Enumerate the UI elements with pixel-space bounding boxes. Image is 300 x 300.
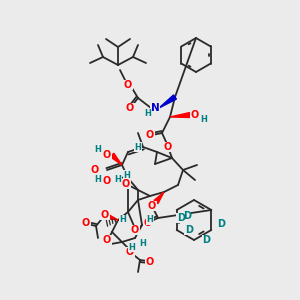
Text: H: H — [201, 116, 207, 124]
Text: O: O — [191, 110, 199, 120]
Polygon shape — [170, 112, 190, 118]
Text: H: H — [140, 238, 146, 247]
Text: O: O — [82, 218, 90, 228]
Text: D: D — [217, 219, 225, 229]
Text: O: O — [144, 218, 152, 228]
Text: O: O — [131, 225, 139, 235]
Text: O: O — [122, 179, 130, 189]
Polygon shape — [154, 192, 164, 204]
Text: H: H — [135, 142, 141, 152]
Text: H: H — [129, 242, 135, 251]
Text: O: O — [146, 257, 154, 267]
Text: H: H — [124, 170, 130, 179]
Text: H: H — [115, 176, 122, 184]
Polygon shape — [159, 95, 176, 108]
Text: N: N — [151, 103, 159, 113]
Text: O: O — [164, 142, 172, 152]
Text: O: O — [148, 201, 156, 211]
Text: O: O — [101, 210, 109, 220]
Text: O: O — [146, 130, 154, 140]
Text: O: O — [126, 247, 134, 257]
Text: D: D — [183, 211, 191, 221]
Polygon shape — [108, 215, 118, 220]
Text: H: H — [120, 215, 126, 224]
Text: O: O — [126, 103, 134, 113]
Text: H: H — [94, 146, 101, 154]
Text: D: D — [202, 235, 210, 245]
Text: O: O — [91, 165, 99, 175]
Text: O: O — [103, 150, 111, 160]
Text: O: O — [103, 176, 111, 186]
Text: D: D — [185, 225, 193, 235]
Text: O: O — [124, 80, 132, 90]
Polygon shape — [110, 153, 122, 165]
Text: D: D — [177, 213, 185, 223]
Text: H: H — [145, 110, 152, 118]
Text: H: H — [147, 215, 153, 224]
Text: O: O — [103, 235, 111, 245]
Text: H: H — [94, 176, 101, 184]
